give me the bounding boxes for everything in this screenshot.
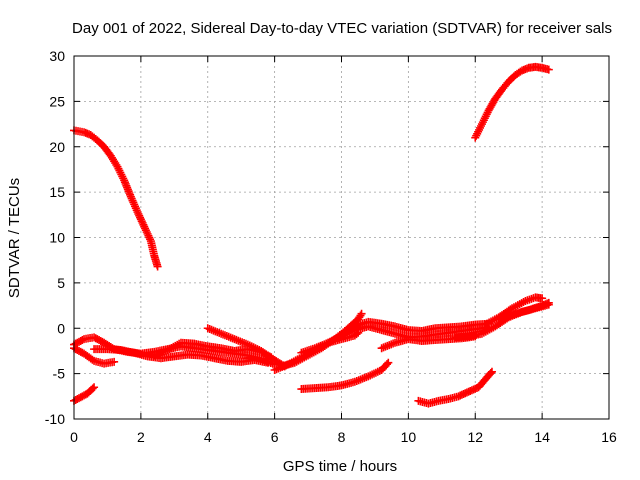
series-arc-low-late <box>414 367 496 408</box>
y-tick-label: 15 <box>49 184 65 200</box>
y-tick-label: -10 <box>45 411 65 427</box>
data-point <box>384 358 393 367</box>
y-tick-label: 20 <box>49 139 65 155</box>
chart-title: Day 001 of 2022, Sidereal Day-to-day VTE… <box>72 20 612 37</box>
series-arc-afternoon-b <box>481 293 547 329</box>
data-point <box>382 360 391 369</box>
data-point <box>141 224 150 233</box>
x-tick-label: 0 <box>70 429 78 445</box>
y-axis-label: SDTVAR / TECUs <box>6 178 23 298</box>
data-point <box>153 262 162 271</box>
data-point <box>544 65 553 74</box>
y-tick-label: 0 <box>57 320 65 336</box>
grid-layer <box>74 56 609 419</box>
data-point <box>137 217 146 226</box>
series-arc-low-early <box>70 383 99 405</box>
x-tick-label: 8 <box>338 429 346 445</box>
data-point <box>357 309 366 318</box>
y-tick-label: 30 <box>49 48 65 64</box>
x-tick-label: 2 <box>137 429 145 445</box>
series-arc-low-midday <box>297 358 393 394</box>
x-tick-label: 12 <box>467 429 483 445</box>
data-point <box>487 367 496 376</box>
series-arc-midday-c <box>297 328 363 357</box>
data-point <box>142 228 151 237</box>
data-point <box>143 229 152 238</box>
series-arc-midday-d <box>334 317 493 343</box>
data-point <box>78 336 87 345</box>
data-point <box>145 233 154 242</box>
data-point <box>90 383 99 392</box>
series-arc-morning-e <box>203 324 289 371</box>
data-point <box>356 311 365 320</box>
tick-layer: 0 2 4 6 8 10 12 14 16 -10 -5 0 5 10 15 20 25 30 <box>45 48 617 445</box>
data-point <box>138 218 147 227</box>
x-axis-label: GPS time / hours <box>283 458 397 475</box>
y-tick-label: 25 <box>49 93 65 109</box>
data-point <box>354 328 363 337</box>
series-arc-midday-e <box>377 332 480 353</box>
data-point <box>139 220 148 229</box>
data-layer <box>70 62 553 408</box>
data-point <box>133 208 142 217</box>
x-tick-label: 14 <box>534 429 550 445</box>
x-tick-label: 6 <box>271 429 279 445</box>
data-point <box>146 235 155 244</box>
data-point <box>352 330 361 339</box>
data-point <box>486 369 495 378</box>
data-point <box>136 215 145 224</box>
data-point <box>134 209 143 218</box>
data-point <box>88 355 97 364</box>
series-arc-high-afternoon <box>471 62 553 142</box>
data-point <box>263 358 272 367</box>
data-point <box>544 298 553 307</box>
data-point <box>144 231 153 240</box>
series-arc-high-morning <box>70 126 162 271</box>
data-point <box>538 294 547 303</box>
data-point <box>140 222 149 231</box>
y-tick-label: 10 <box>49 230 65 246</box>
series-arc-morning-c <box>90 345 272 367</box>
series-arc-midday-b <box>277 309 366 371</box>
data-point <box>141 226 150 235</box>
data-point <box>136 213 145 222</box>
x-tick-label: 16 <box>601 429 617 445</box>
data-point <box>135 211 144 220</box>
x-tick-label: 10 <box>401 429 417 445</box>
x-tick-label: 4 <box>204 429 212 445</box>
data-point <box>88 384 97 393</box>
y-tick-label: -5 <box>53 366 66 382</box>
data-point <box>352 321 361 330</box>
y-tick-label: 5 <box>57 275 65 291</box>
data-point <box>110 357 119 366</box>
series-arc-afternoon-c <box>498 298 553 324</box>
